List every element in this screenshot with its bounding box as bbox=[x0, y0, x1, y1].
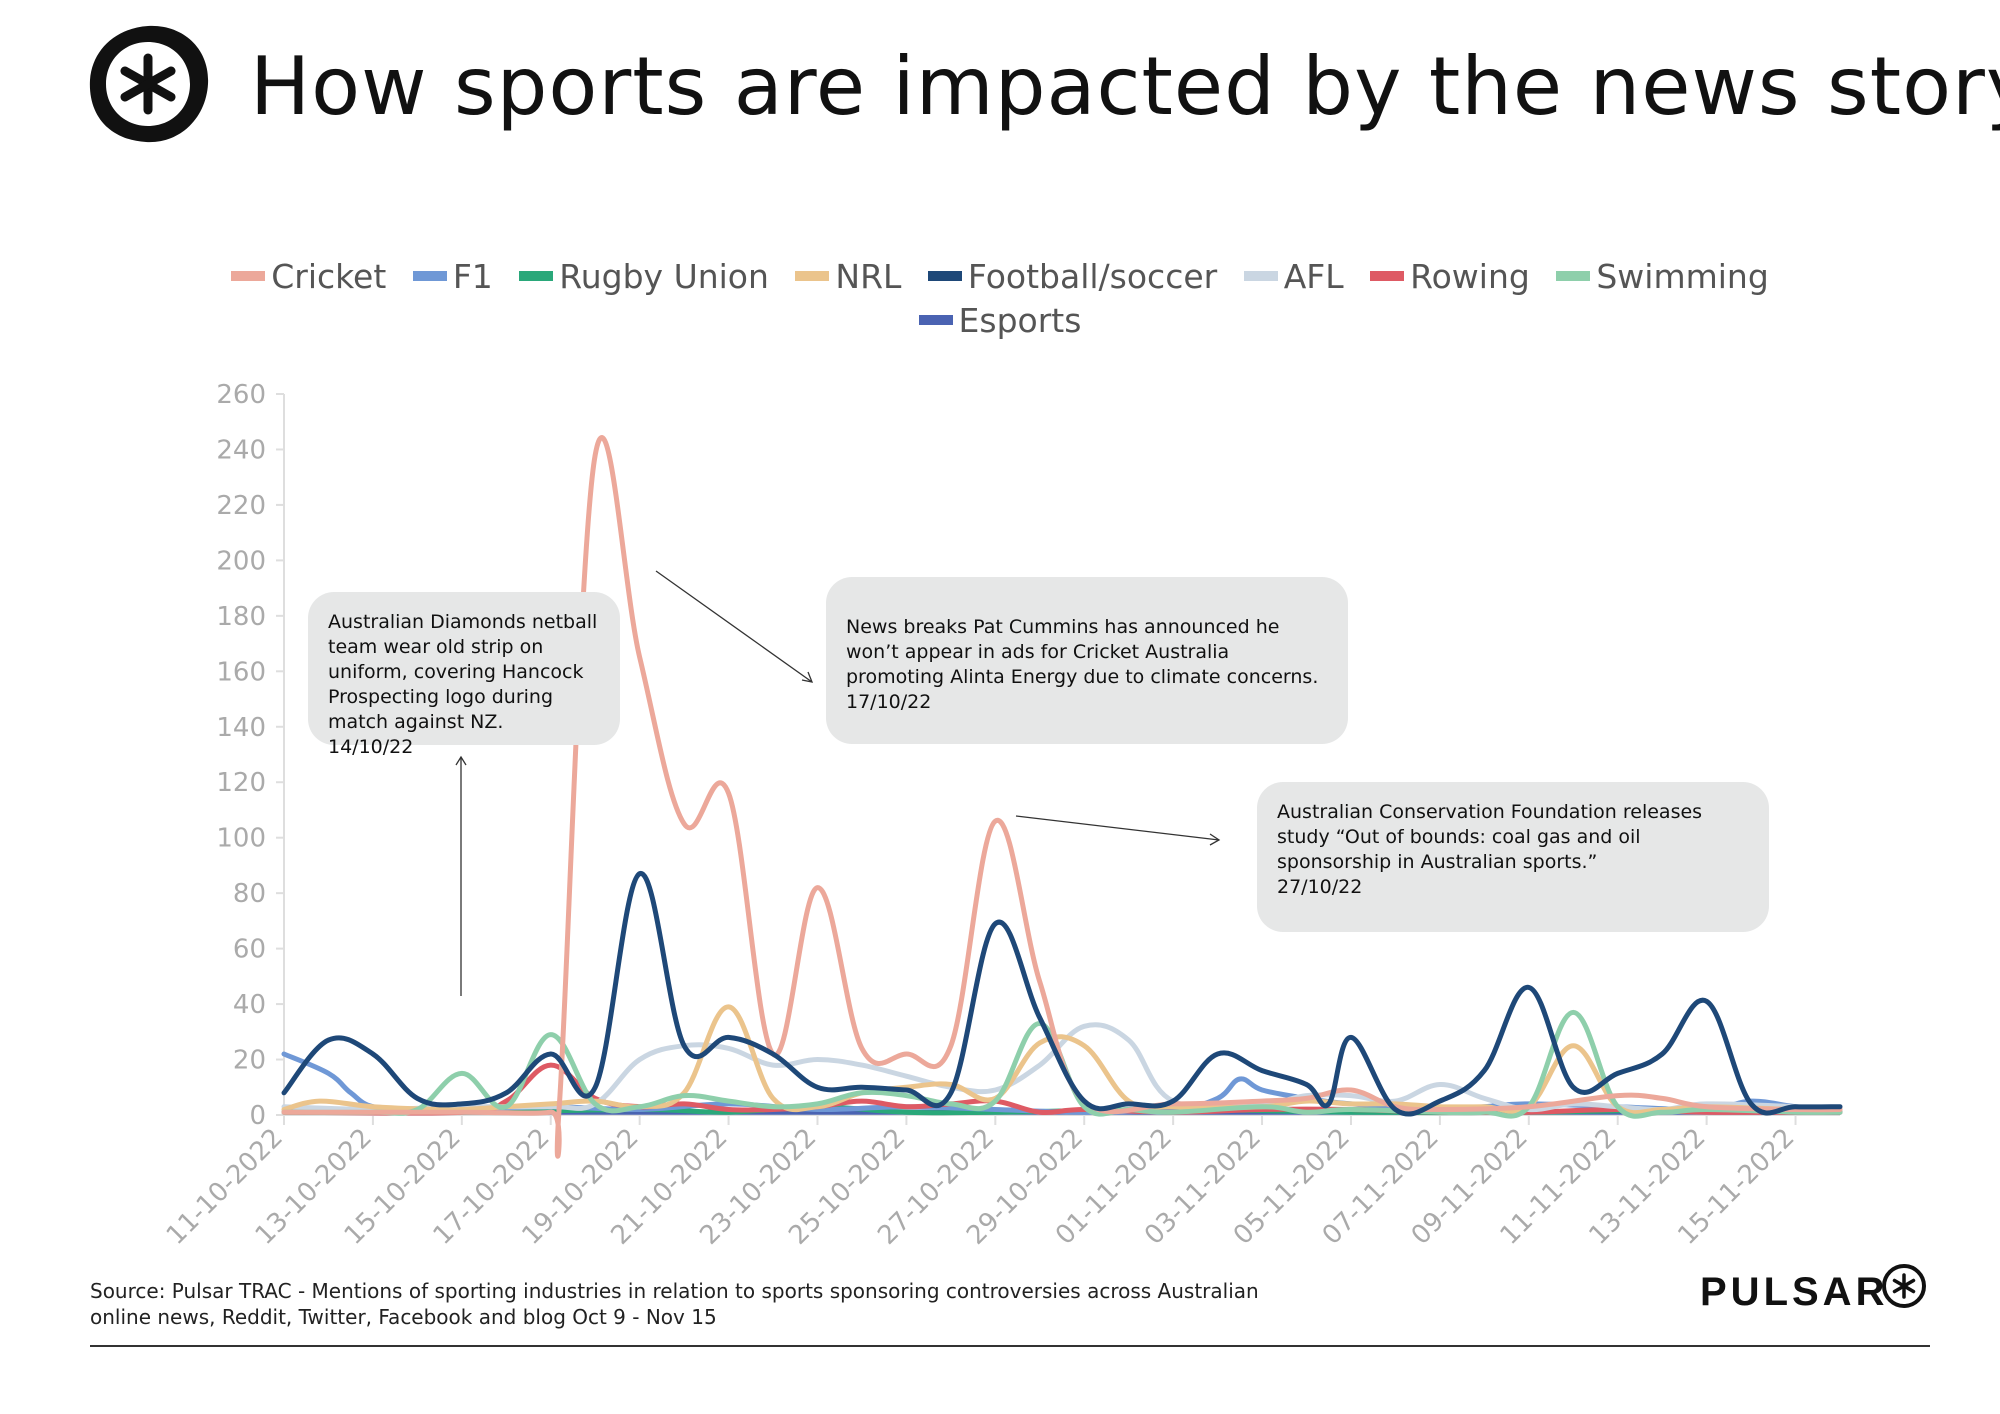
legend-swatch bbox=[1556, 270, 1591, 281]
legend-item-football-soccer[interactable]: Football/soccer bbox=[927, 255, 1218, 299]
annotation-arrows bbox=[455, 570, 1221, 996]
source-note: Source: Pulsar TRAC - Mentions of sporti… bbox=[90, 1278, 1259, 1330]
annotation-text: Australian Conservation Foundation relea… bbox=[1277, 801, 1703, 873]
legend-label: Football/soccer bbox=[967, 257, 1218, 296]
legend-label: NRL bbox=[835, 257, 902, 296]
y-tick-label: 100 bbox=[216, 824, 266, 854]
source-line-2: online news, Reddit, Twitter, Facebook a… bbox=[90, 1305, 717, 1329]
legend-label: Swimming bbox=[1596, 257, 1769, 296]
y-tick-label: 200 bbox=[216, 546, 266, 576]
legend-label: AFL bbox=[1283, 257, 1344, 296]
series-line-swimming[interactable] bbox=[281, 1009, 1843, 1119]
legend-item-afl[interactable]: AFL bbox=[1243, 255, 1344, 299]
legend-item-rugby-union[interactable]: Rugby Union bbox=[519, 255, 769, 299]
y-tick-label: 180 bbox=[216, 602, 266, 632]
legend-swatch bbox=[795, 270, 830, 281]
annotation-date: 17/10/22 bbox=[846, 691, 932, 713]
legend-item-cricket[interactable]: Cricket bbox=[231, 255, 386, 299]
y-tick-label: 140 bbox=[216, 713, 266, 743]
legend-label: Rugby Union bbox=[559, 257, 769, 296]
series-line-football_soccer[interactable] bbox=[281, 871, 1843, 1117]
annotation-netball: Australian Diamonds netball team wear ol… bbox=[308, 592, 620, 758]
legend-swatch bbox=[1243, 270, 1278, 281]
source-line-1: Source: Pulsar TRAC - Mentions of sporti… bbox=[90, 1279, 1259, 1303]
arrow-netball bbox=[455, 755, 467, 996]
y-tick-label: 220 bbox=[216, 491, 266, 521]
y-tick-label: 120 bbox=[216, 768, 266, 798]
brand-wordmark: PULSAR bbox=[1700, 1270, 1889, 1314]
y-tick-label: 0 bbox=[249, 1101, 266, 1131]
divider bbox=[90, 1345, 1930, 1347]
y-tick-label: 20 bbox=[233, 1046, 266, 1076]
annotation-text: Australian Diamonds netball team wear ol… bbox=[328, 611, 598, 733]
chart-legend: Cricket F1 Rugby Union NRL Football/socc… bbox=[200, 255, 1800, 343]
annotation-acf: Australian Conservation Foundation relea… bbox=[1257, 782, 1769, 932]
legend-swatch bbox=[231, 270, 266, 281]
legend-label: Rowing bbox=[1410, 257, 1530, 296]
annotation-date: 27/10/22 bbox=[1277, 876, 1363, 898]
legend-swatch bbox=[519, 270, 554, 281]
legend-label: F1 bbox=[452, 257, 493, 296]
y-tick-label: 240 bbox=[216, 435, 266, 465]
series-layer bbox=[281, 435, 1843, 1159]
legend-item-rowing[interactable]: Rowing bbox=[1370, 255, 1530, 299]
legend-label: Cricket bbox=[271, 257, 387, 296]
y-tick-label: 80 bbox=[233, 879, 266, 909]
arrow-cummins bbox=[655, 570, 814, 683]
pulsar-logo-icon bbox=[89, 25, 209, 143]
legend-swatch bbox=[1370, 270, 1405, 281]
legend-label: Esports bbox=[958, 301, 1082, 340]
legend-item-esports[interactable]: Esports bbox=[918, 299, 1082, 343]
y-tick-label: 260 bbox=[216, 380, 266, 410]
arrow-acf bbox=[1015, 815, 1221, 846]
y-tick-label: 40 bbox=[233, 990, 266, 1020]
annotation-text: News breaks Pat Cummins has announced he… bbox=[846, 616, 1319, 688]
y-tick-label: 160 bbox=[216, 657, 266, 687]
legend-item-swimming[interactable]: Swimming bbox=[1556, 255, 1769, 299]
series-line-afl[interactable] bbox=[281, 1022, 1843, 1113]
page-title: How sports are impacted by the news stor… bbox=[250, 40, 2000, 133]
legend-swatch bbox=[918, 314, 953, 325]
brand-logo-icon bbox=[1882, 1264, 1926, 1308]
y-tick-label: 60 bbox=[233, 935, 266, 965]
legend-swatch bbox=[927, 270, 962, 281]
legend-item-nrl[interactable]: NRL bbox=[795, 255, 901, 299]
legend-swatch bbox=[412, 270, 447, 281]
legend-item-f1[interactable]: F1 bbox=[412, 255, 493, 299]
annotation-cummins: News breaks Pat Cummins has announced he… bbox=[826, 577, 1348, 744]
annotation-date: 14/10/22 bbox=[328, 736, 414, 758]
